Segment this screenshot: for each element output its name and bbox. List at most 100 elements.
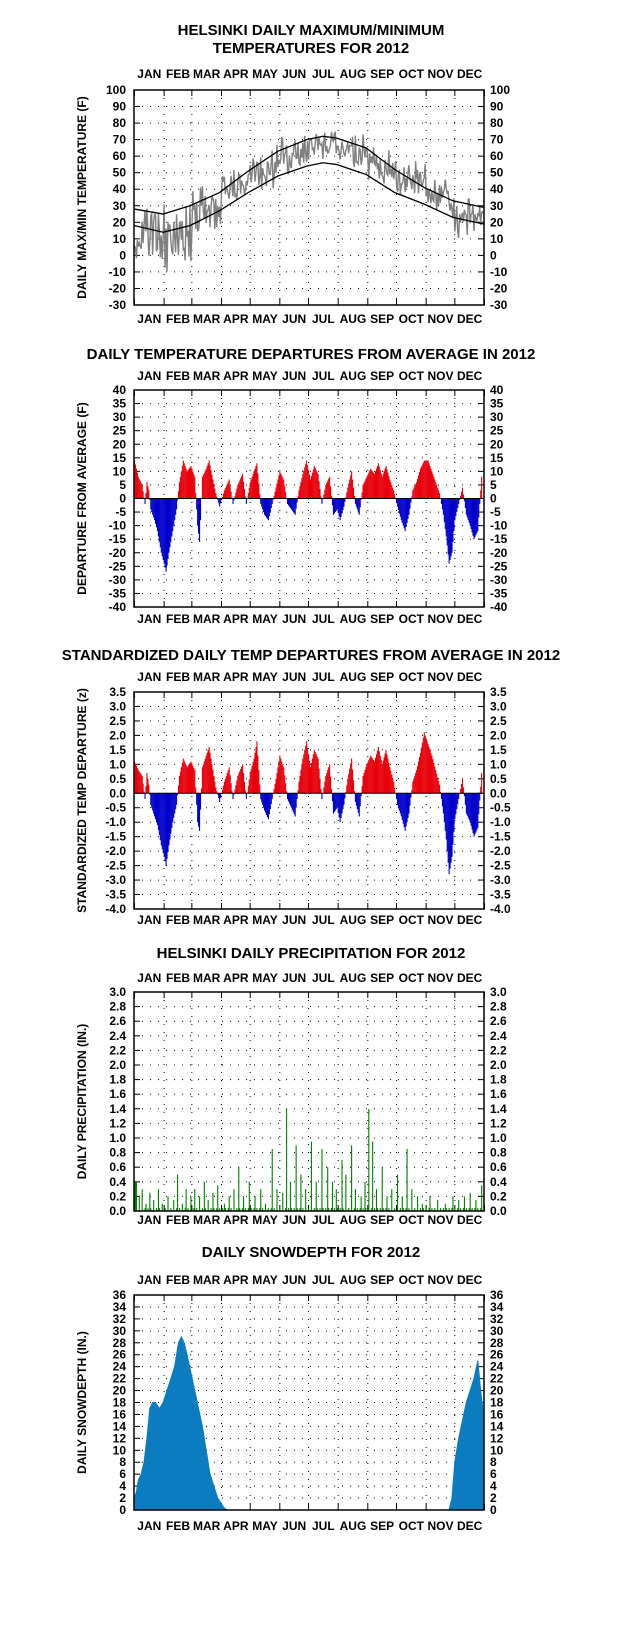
daily-bar	[187, 1208, 189, 1211]
daily-bar	[390, 770, 392, 794]
daily-bar	[446, 498, 448, 546]
daily-bar	[475, 1200, 477, 1211]
daily-bar	[468, 498, 470, 523]
daily-bar	[429, 465, 431, 499]
daily-bar	[413, 488, 415, 499]
month-label-top: JUL	[312, 67, 335, 81]
daily-bar	[374, 761, 376, 794]
daily-bar	[448, 1208, 450, 1211]
daily-bar	[168, 793, 170, 846]
month-label-top: APR	[223, 971, 249, 985]
y-tick-label-right: -20	[490, 546, 508, 560]
daily-bar	[210, 470, 212, 499]
y-tick-label-right: -3.5	[490, 888, 511, 902]
daily-bar	[271, 1148, 273, 1211]
month-label-top: MAY	[252, 1273, 278, 1287]
daily-bar	[212, 770, 214, 794]
daily-bar	[216, 1208, 218, 1211]
daily-bar	[332, 498, 334, 515]
daily-bar	[405, 1208, 407, 1211]
daily-bar	[184, 465, 186, 499]
month-label-bottom: AUG	[340, 913, 367, 927]
daily-bar	[471, 793, 473, 830]
daily-bar	[360, 498, 362, 500]
month-label-bottom: OCT	[399, 913, 425, 927]
daily-bar	[249, 482, 251, 499]
y-tick-label-right: 32	[490, 1312, 504, 1326]
plot-frame	[133, 89, 485, 306]
y-tick-label-right: 26	[490, 1348, 504, 1362]
daily-bar	[147, 1208, 149, 1211]
daily-bar	[462, 1208, 465, 1211]
daily-bar	[402, 498, 404, 526]
daily-bar	[411, 496, 413, 499]
month-label-bottom: JUL	[312, 312, 335, 326]
month-label-bottom: OCT	[399, 312, 425, 326]
daily-bar	[210, 758, 212, 794]
daily-bar	[218, 498, 220, 504]
daily-bar	[409, 498, 411, 509]
daily-bar	[193, 474, 195, 499]
daily-bar	[286, 1108, 288, 1211]
daily-bar	[430, 468, 432, 499]
daily-bar	[156, 793, 159, 826]
month-label-bottom: DEC	[457, 1213, 483, 1227]
daily-bar	[359, 498, 361, 508]
daily-bar	[265, 498, 268, 518]
normal-max-line	[134, 135, 484, 215]
daily-bar	[183, 463, 185, 499]
daily-bar	[293, 1208, 295, 1211]
daily-bar	[179, 476, 181, 499]
daily-bar	[185, 765, 187, 794]
daily-bar	[281, 475, 283, 499]
daily-bar	[215, 493, 217, 499]
daily-bar	[465, 498, 467, 515]
daily-bar	[374, 471, 377, 499]
y-tick-label-right: -25	[490, 559, 508, 573]
daily-bar	[211, 764, 213, 794]
daily-bar	[204, 470, 206, 499]
daily-bar	[310, 1141, 312, 1211]
daily-bar	[431, 755, 433, 794]
daily-bar	[364, 770, 366, 794]
daily-bar	[320, 788, 322, 794]
daily-bar	[243, 781, 246, 794]
daily-bar	[470, 498, 472, 530]
y-tick-label-left: 6	[119, 1467, 126, 1481]
month-label-top: JUL	[312, 1273, 335, 1287]
daily-bar	[439, 1208, 442, 1211]
daily-bar	[159, 498, 161, 548]
daily-bar	[442, 793, 444, 814]
daily-bar	[155, 1208, 158, 1211]
daily-bar	[365, 1208, 367, 1211]
daily-bar	[456, 498, 458, 513]
daily-bar	[260, 1189, 262, 1211]
daily-bar	[418, 757, 421, 794]
daily-bar	[411, 1189, 413, 1211]
daily-bar	[421, 464, 423, 499]
daily-bar	[325, 1208, 327, 1211]
daily-bar	[217, 1185, 219, 1211]
daily-bar	[205, 755, 207, 794]
daily-bar	[443, 793, 445, 823]
daily-bar	[479, 498, 481, 504]
daily-bar	[290, 793, 292, 808]
y-tick-label-right: 90	[490, 100, 504, 114]
daily-bar	[238, 773, 240, 794]
month-label-bottom: NOV	[427, 913, 453, 927]
daily-bar	[396, 793, 399, 805]
month-label-top: FEB	[166, 67, 190, 81]
daily-bar	[135, 1181, 137, 1211]
daily-bar	[401, 793, 403, 821]
daily-bar	[323, 787, 325, 794]
daily-bar	[228, 767, 230, 794]
y-tick-label-left: 24	[113, 1360, 127, 1374]
daily-bar	[304, 467, 306, 499]
y-tick-label-right: 2.0	[490, 728, 507, 742]
chart-2: DAILY TEMPERATURE DEPARTURES FROM AVERAG…	[75, 346, 535, 626]
daily-bar	[157, 1189, 159, 1211]
month-label-top: DEC	[457, 369, 483, 383]
daily-bar	[379, 470, 381, 499]
daily-bar	[199, 498, 201, 542]
daily-bar	[436, 773, 438, 794]
